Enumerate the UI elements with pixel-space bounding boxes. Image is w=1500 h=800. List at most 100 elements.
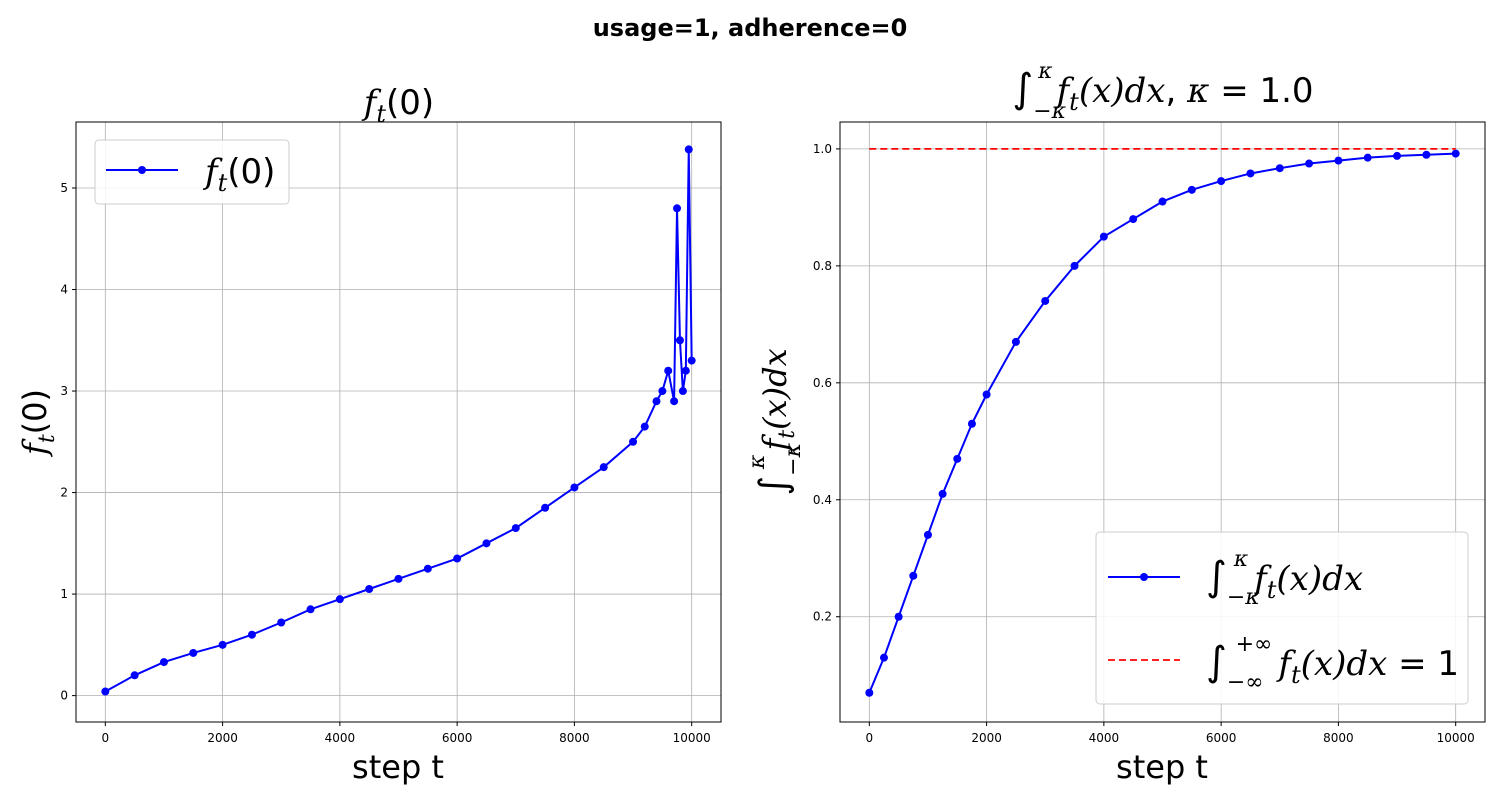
data-point: [938, 489, 947, 498]
data-point: [1217, 177, 1226, 186]
data-point: [982, 390, 991, 399]
data-point: [658, 387, 667, 396]
x-tick-label: 8000: [559, 731, 590, 745]
right-legend-marker: [1140, 573, 1148, 581]
data-point: [1451, 149, 1460, 158]
data-point: [482, 539, 491, 548]
right-title: ∫−κκ ft(x)dx, κ = 1.0: [1012, 59, 1313, 124]
y-tick-label: 0: [60, 689, 68, 703]
left-x-axis-label: step t: [352, 748, 444, 786]
data-point: [1334, 156, 1343, 165]
data-point: [453, 554, 462, 563]
right-subplot: 0 2000 4000 6000 8000 10000 0.2 0.4 0.6 0.8 1.0 ∫…: [745, 59, 1486, 786]
data-point: [664, 366, 673, 375]
left-grid: [76, 122, 721, 722]
y-tick-label: 5: [60, 181, 68, 195]
data-point: [909, 571, 918, 580]
right-x-axis-label: step t: [1116, 748, 1208, 786]
right-legend: ∫−κκ ft(x)dx ∫−∞+∞ ft(x)dx = 1: [1095, 531, 1469, 705]
data-point: [681, 366, 690, 375]
left-y-axis-label: ft(0): [16, 389, 60, 457]
left-subplot: 0 2000 4000 6000 8000 10000 0 1 2 3 4 5 ft(0) step…: [16, 83, 722, 786]
x-tick-label: 2000: [971, 731, 1002, 745]
data-point: [1158, 197, 1167, 206]
y-tick-label: 1.0: [813, 142, 832, 156]
x-tick-label: 6000: [442, 731, 473, 745]
left-legend-marker: [138, 166, 146, 174]
data-point: [1363, 153, 1372, 162]
data-point: [967, 419, 976, 428]
right-y-axis-label: ∫−κκft(x)dx: [745, 348, 806, 495]
data-point: [673, 204, 682, 213]
data-point: [189, 648, 198, 657]
x-tick-label: 10000: [673, 731, 711, 745]
data-point: [1422, 150, 1431, 159]
data-point: [218, 640, 227, 649]
data-point: [640, 422, 649, 431]
data-point: [541, 503, 550, 512]
data-point: [1393, 151, 1402, 160]
x-tick-label: 2000: [207, 731, 238, 745]
data-point: [1099, 232, 1108, 241]
right-series-markers: [865, 149, 1460, 697]
data-point: [923, 530, 932, 539]
y-tick-label: 2: [60, 486, 68, 500]
data-point: [101, 687, 110, 696]
x-tick-label: 4000: [325, 731, 356, 745]
data-point: [1070, 261, 1079, 270]
data-point: [678, 387, 687, 396]
data-point: [599, 463, 608, 472]
y-tick-label: 0.4: [813, 493, 832, 507]
y-tick-label: 0.2: [813, 610, 832, 624]
y-tick-label: 1: [60, 587, 68, 601]
data-point: [1041, 296, 1050, 305]
right-plot-frame: [839, 121, 1486, 723]
left-y-ticks: 0 1 2 3 4 5: [60, 181, 76, 703]
x-tick-label: 8000: [1323, 731, 1354, 745]
data-point: [511, 524, 520, 533]
data-point: [670, 397, 679, 406]
left-series-markers: [101, 145, 696, 696]
series-line: [104, 149, 693, 693]
data-point: [365, 585, 374, 594]
y-tick-label: 3: [60, 384, 68, 398]
data-point: [423, 564, 432, 573]
right-x-ticks: 0 2000 4000 6000 8000 10000: [865, 722, 1475, 745]
data-point: [1246, 169, 1255, 178]
data-point: [652, 397, 661, 406]
data-point: [247, 630, 256, 639]
y-tick-label: 0.6: [813, 376, 832, 390]
x-tick-label: 10000: [1437, 731, 1475, 745]
data-point: [1187, 185, 1196, 194]
left-title: ft(0): [361, 83, 434, 128]
x-tick-label: 0: [865, 731, 873, 745]
data-point: [894, 612, 903, 621]
data-point: [1305, 159, 1314, 168]
data-point: [335, 595, 344, 604]
data-point: [675, 336, 684, 345]
right-legend-label-series: ∫−κκ ft(x)dx: [1206, 547, 1363, 610]
data-point: [306, 605, 315, 614]
data-point: [865, 688, 874, 697]
left-x-ticks: 0 2000 4000 6000 8000 10000: [101, 722, 711, 745]
x-tick-label: 6000: [1206, 731, 1237, 745]
y-tick-label: 0.8: [813, 259, 832, 273]
data-point: [394, 574, 403, 583]
data-point: [277, 618, 286, 627]
left-legend-box: [94, 139, 290, 205]
x-tick-label: 0: [101, 731, 109, 745]
x-tick-label: 4000: [1089, 731, 1120, 745]
y-tick-label: 4: [60, 283, 68, 297]
data-point: [159, 658, 168, 667]
figure-suptitle: usage=1, adherence=0: [593, 14, 908, 42]
left-plot-frame: [75, 121, 722, 723]
data-point: [684, 145, 693, 154]
data-point: [1275, 164, 1284, 173]
data-point: [687, 356, 696, 365]
data-point: [953, 454, 962, 463]
right-legend-box: [1095, 531, 1469, 705]
left-legend-label: ft(0): [202, 152, 275, 197]
data-point: [570, 483, 579, 492]
data-point: [130, 671, 139, 680]
